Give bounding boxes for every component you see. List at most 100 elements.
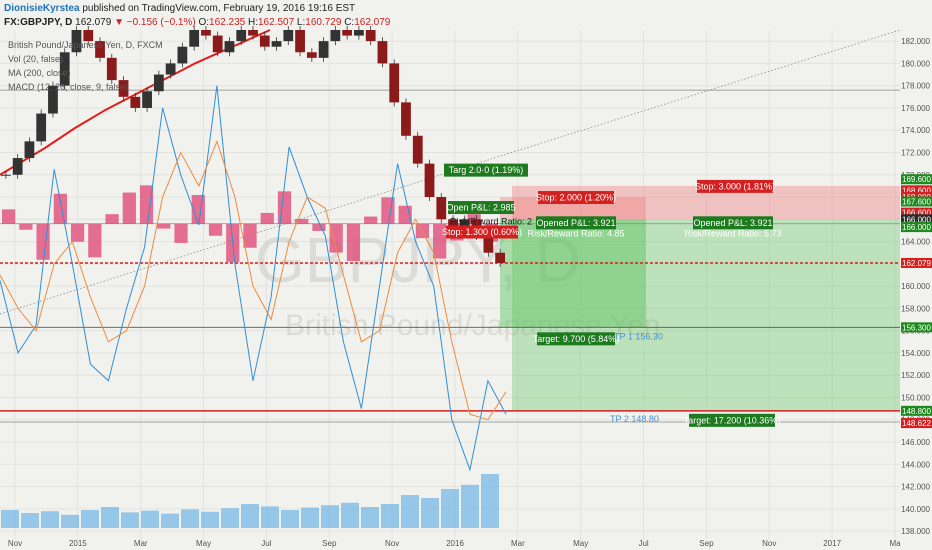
- y-tick-label: 158.000: [901, 304, 930, 313]
- volume-bar: [261, 506, 279, 528]
- indicator-label-symbol[interactable]: British Pound/Japanese Yen, D, FXCM: [8, 40, 163, 50]
- candle-body: [224, 41, 235, 53]
- pos1-stop-label-bg: [538, 191, 614, 205]
- price-badge: [901, 174, 932, 185]
- x-tick-label: May: [196, 539, 211, 548]
- x-tick-label: 2017: [823, 539, 841, 548]
- price-badge-value: 166.000: [902, 223, 931, 232]
- candle-body: [177, 46, 188, 64]
- candle-body: [495, 252, 505, 263]
- pos1-rr-label: Risk/Reward Ratio: 4.85: [527, 228, 624, 238]
- tp2-label: TP 2 148.80: [610, 414, 659, 424]
- close-value: 162.079: [354, 17, 391, 28]
- candle-body: [424, 163, 435, 198]
- x-tick-label: Sep: [322, 539, 337, 548]
- y-tick-label: 146.000: [901, 438, 930, 447]
- price-badge-value: 167.600: [902, 197, 931, 206]
- x-tick-label: 2016: [446, 539, 464, 548]
- histogram-bar: [19, 223, 33, 230]
- candles: [1, 26, 505, 267]
- published-text: published on TradingView.com, February 1…: [82, 3, 356, 14]
- volume-bar: [481, 474, 499, 528]
- histogram-bar: [467, 214, 481, 224]
- open-value: 162.235: [209, 17, 246, 28]
- price-badge: [901, 185, 932, 196]
- price-badge-value: 148.622: [902, 419, 931, 428]
- histogram-bar: [53, 193, 67, 224]
- y-tick-label: 182.000: [901, 37, 930, 46]
- ohlc-line: FX:GBPJPY, D 162.079 ▼ −0.156 (−0.1%) O:…: [4, 17, 390, 28]
- candle-body: [389, 63, 400, 103]
- last-price: 162.079: [75, 17, 112, 28]
- author-link[interactable]: DionisieKyrstea: [4, 3, 80, 14]
- candle-body: [283, 30, 294, 42]
- pos2-target-label-bg: [689, 413, 775, 427]
- position-zones: [500, 185, 900, 411]
- pos2-pnl-label: Opened P&L: 3.921: [693, 218, 772, 228]
- candle-body: [236, 30, 247, 42]
- candle-body: [306, 52, 317, 58]
- histogram-bar: [88, 223, 102, 258]
- symbol-label[interactable]: FX:GBPJPY, D: [4, 17, 73, 28]
- mini-stop-label-bg: [446, 225, 518, 239]
- x-tick-label: Nov: [8, 539, 22, 548]
- y-tick-label: 174.000: [901, 126, 930, 135]
- volume-bar: [61, 514, 79, 528]
- pos2-target-label: Target: 17.200 (10.36%): [684, 415, 781, 425]
- volume-bar: [181, 509, 199, 528]
- x-tick-label: Mar: [134, 539, 148, 548]
- mini-pnl-label: Open P&L: 2.985: [446, 203, 515, 213]
- histogram-bar: [312, 223, 326, 231]
- mini-stop-label: Stop: 1.300 (0.60%): [442, 227, 522, 237]
- candle-body: [259, 35, 270, 47]
- candle-body: [212, 35, 223, 53]
- y-tick-label: 164.000: [901, 238, 930, 247]
- volume-bar: [301, 507, 319, 528]
- pos1-pnl-label: Opened P&L: 3.921: [536, 218, 615, 228]
- histogram-bar: [346, 223, 361, 261]
- volume-bar: [461, 484, 479, 528]
- volume-bar: [361, 507, 379, 528]
- candle-body: [401, 102, 411, 136]
- histogram-bar: [295, 218, 309, 224]
- pos1-target-label-bg: [537, 332, 615, 346]
- x-tick-label: Nov: [385, 539, 399, 548]
- x-tick-label: May: [573, 539, 588, 548]
- target-zone: [500, 219, 646, 328]
- y-tick-label: 172.000: [901, 148, 930, 157]
- volume-bar: [241, 504, 259, 528]
- x-tick-label: Jul: [261, 539, 271, 548]
- candle-body: [412, 135, 423, 164]
- mini-pnl-label-bg: [448, 201, 514, 215]
- volume-bar: [141, 510, 159, 528]
- candle-body: [142, 91, 152, 108]
- candle-body: [295, 30, 305, 53]
- price-axis[interactable]: 182.000 180.000 178.000 176.000 174.000 172.0…: [901, 37, 932, 536]
- price-badge: [901, 222, 932, 233]
- price-badge: [901, 207, 932, 218]
- candle-body: [248, 30, 258, 36]
- indicator-label-macd[interactable]: MACD (12, 26, close, 9, false): [8, 82, 129, 92]
- histogram-bar: [122, 192, 136, 224]
- candle-body: [95, 41, 105, 58]
- price-badge: [901, 322, 932, 333]
- x-tick-label: Sep: [699, 539, 714, 548]
- pos1-target-label: Target: 9.700 (5.84%): [533, 334, 620, 344]
- time-axis[interactable]: Nov 2015 Mar May Jul Sep Nov 2016 Mar May Jul Sep No…: [8, 539, 901, 548]
- volume-bars: [1, 474, 499, 528]
- indicator-label-volume[interactable]: Vol (20, false): [8, 54, 64, 64]
- candle-body: [12, 158, 23, 175]
- volume-bar: [381, 504, 399, 528]
- pos2-stop-label-bg: [697, 179, 773, 193]
- position-labels: Stop: 2.000 (1.20%)Opened P&L: 3.921Risk…: [442, 163, 782, 427]
- volume-bar: [421, 498, 439, 528]
- indicator-label-ma[interactable]: MA (200, close): [8, 68, 71, 78]
- candle-body: [48, 85, 58, 114]
- high-value: 162.507: [257, 17, 295, 28]
- price-badge-value: 162.079: [902, 259, 931, 268]
- price-badge-value: 156.300: [902, 323, 931, 332]
- price-badge-value: 169.600: [902, 175, 931, 184]
- histogram-bar: [2, 209, 16, 224]
- x-tick-label: Ma: [889, 539, 901, 548]
